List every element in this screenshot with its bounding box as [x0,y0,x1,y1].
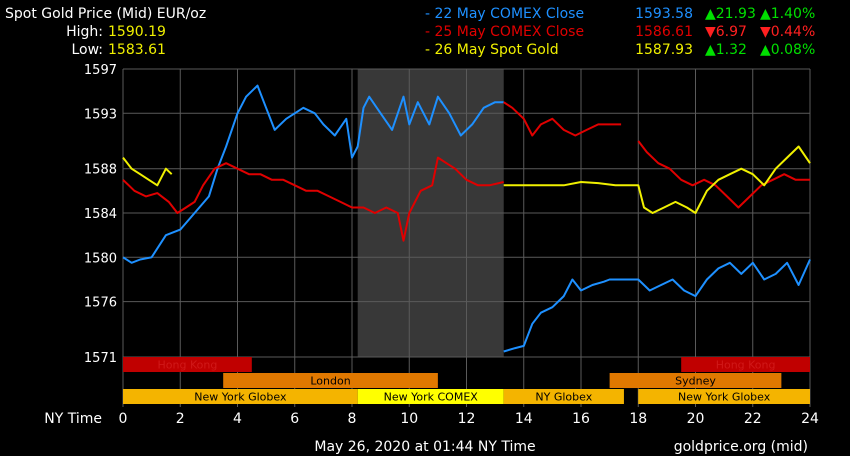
session-bar-fill [223,373,438,388]
x-tick-label: 12 [458,411,476,427]
source-credit: goldprice.org (mid) [674,439,808,455]
session-bar-fill [638,389,810,404]
session-label: Sydney [675,375,716,388]
x-tick-label: 8 [348,411,357,427]
legend-label: - 25 May COMEX Close [425,24,584,40]
session-bar-fill [681,357,810,372]
session-label: New York Globex [194,391,287,404]
timestamp: May 26, 2020 at 01:44 NY Time [314,439,535,455]
x-tick-label: 2 [176,411,185,427]
y-tick-label: 1597 [84,63,117,78]
legend-percent: ▲1.40% [760,6,815,22]
x-tick-label: 18 [629,411,647,427]
legend-price: 1587.93 [635,42,693,58]
x-tick-label: 20 [687,411,705,427]
session-bar-fill [357,389,504,404]
y-tick-label: 1576 [84,296,117,311]
session-label: London [310,375,350,388]
series-line [122,156,504,242]
session-label: New York Globex [678,391,771,404]
legend-price: 1593.58 [635,6,693,22]
session-label: New York COMEX [384,391,479,404]
session-bar-fill [123,389,358,404]
chart-title: Spot Gold Price (Mid) EUR/oz [5,6,206,22]
session-bar-fill [123,357,252,372]
session-bar: London [223,373,438,388]
x-tick-label: 16 [572,411,590,427]
legend-percent: ▼0.44% [760,24,815,40]
x-tick-label: 14 [515,411,533,427]
session-bar-fill [609,373,782,388]
series-line [503,145,811,214]
session-bar: Hong Kong [681,357,810,372]
session-bar: Sydney [609,373,782,388]
y-axis: 1571 1576 1580 1584 1588 1593 1597 [84,63,117,366]
session-bar: Hong Kong [123,357,252,372]
legend-change: ▲1.32 [705,42,747,58]
market-sessions: Hong Kong Hong Kong London Sydney New York G… [123,357,810,404]
price-lines [122,84,811,353]
low-value: 1583.61 [108,42,166,58]
session-label: NY Globex [535,391,592,404]
x-tick-label: 24 [801,411,819,427]
x-tick-label: 0 [119,411,128,427]
x-tick-label: 6 [290,411,299,427]
legend-label: - 26 May Spot Gold [425,42,559,58]
session-bar-fill [503,389,624,404]
legend: - 22 May COMEX Close 1593.58 ▲21.93 ▲1.40%-… [425,6,815,58]
x-tick-label: 22 [744,411,762,427]
x-axis-label: NY Time [44,411,102,427]
y-tick-label: 1584 [84,207,117,222]
legend-price: 1586.61 [635,24,693,40]
y-tick-label: 1571 [84,351,117,366]
y-tick-label: 1580 [84,251,117,266]
x-tick-label: 4 [233,411,242,427]
session-label: Hong Kong [716,359,776,372]
series-line [503,259,811,353]
legend-entry: - 25 May COMEX Close 1586.61 ▼6.97 ▼0.44% [425,24,815,40]
session-bar: New York Globex [638,389,810,404]
legend-change: ▼6.97 [705,24,747,40]
legend-percent: ▲0.08% [760,42,815,58]
y-tick-label: 1588 [84,163,117,178]
low-label: Low: [71,42,103,58]
series-line [637,140,810,209]
legend-label: - 22 May COMEX Close [425,6,584,22]
high-value: 1590.19 [108,24,166,40]
series-line [122,84,504,264]
y-tick-label: 1593 [84,107,117,122]
session-bar: New York COMEX [357,389,504,404]
x-axis: 0 2 4 6 8 10 12 14 16 18 20 22 24 [119,411,819,427]
series-line [122,156,173,187]
session-label: Hong Kong [158,359,218,372]
legend-entry: - 26 May Spot Gold 1587.93 ▲1.32 ▲0.08% [425,42,815,58]
legend-entry: - 22 May COMEX Close 1593.58 ▲21.93 ▲1.40% [425,6,815,22]
session-bar: NY Globex [503,389,624,404]
series-line [503,101,622,137]
legend-change: ▲21.93 [705,6,756,22]
high-label: High: [66,24,103,40]
x-tick-label: 10 [400,411,418,427]
session-bar: New York Globex [123,389,358,404]
